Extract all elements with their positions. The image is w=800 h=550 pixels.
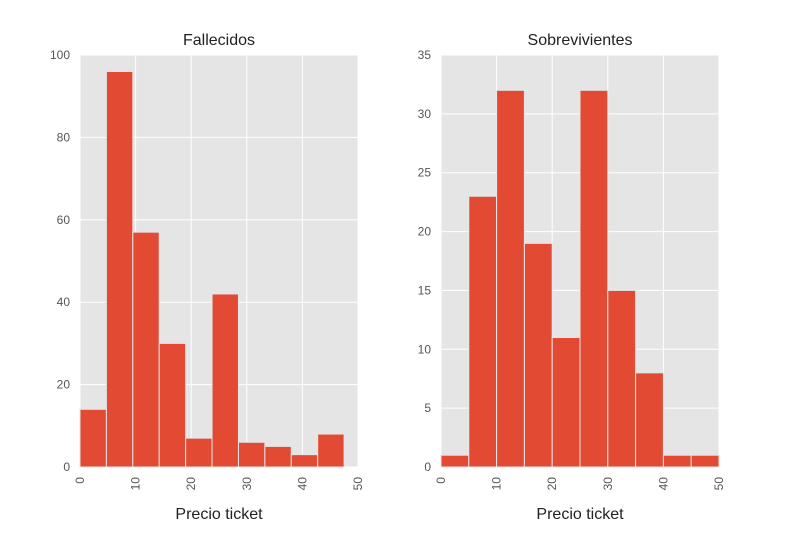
y-tick-label: 20	[57, 378, 71, 392]
histogram-bar	[579, 89, 609, 468]
histogram-bar	[185, 437, 213, 468]
y-tick-label: 25	[418, 166, 432, 180]
y-tick-label: 60	[57, 213, 71, 227]
x-tick-label: 40	[656, 477, 670, 491]
histogram-bar	[607, 289, 637, 468]
y-tick-label: 0	[424, 460, 431, 474]
histogram-bar	[468, 195, 498, 468]
x-tick-label: 30	[240, 477, 254, 491]
y-tick-label: 0	[63, 460, 70, 474]
y-tick-label: 40	[57, 295, 71, 309]
x-tick-label: 40	[295, 477, 309, 491]
histogram-bar	[132, 231, 160, 468]
y-tick-label: 5	[424, 401, 431, 415]
x-tick-label: 50	[351, 477, 365, 491]
histogram-bar	[523, 242, 553, 468]
x-tick-label: 0	[73, 477, 87, 484]
x-tick-label: 0	[434, 477, 448, 484]
x-tick-label: 10	[129, 477, 143, 491]
x-axis-label: Precio ticket	[536, 506, 624, 523]
histogram-bar	[290, 454, 319, 468]
y-tick-label: 100	[50, 48, 70, 62]
histogram-bar	[662, 454, 692, 468]
y-tick-label: 20	[418, 225, 432, 239]
x-tick-label: 10	[490, 477, 504, 491]
histogram-bar	[105, 70, 134, 468]
histogram-bar	[690, 454, 720, 468]
chart-title: Fallecidos	[183, 32, 255, 49]
chart-panel-2: 0 5 10 15 20 25 30 35 0 10 20 30 40 50 Sobrevivientes P…	[418, 32, 726, 523]
histogram-bar	[635, 372, 664, 468]
histogram-bar	[264, 445, 292, 468]
y-tick-label: 35	[418, 48, 432, 62]
histogram-bar	[496, 89, 525, 468]
histogram-bar	[79, 408, 107, 468]
histogram-bar	[317, 433, 345, 468]
histogram-bar	[440, 454, 470, 468]
y-tick-label: 80	[57, 130, 71, 144]
x-tick-label: 20	[184, 477, 198, 491]
y-tick-label: 30	[418, 107, 432, 121]
y-tick-label: 15	[418, 283, 432, 297]
x-tick-label: 50	[712, 477, 726, 491]
histogram-bar	[211, 293, 239, 468]
x-tick-label: 20	[545, 477, 559, 491]
chart-panel-1: 0 20 40 60 80 100 0 10 20 30 40 50 Fallecidos Precio …	[50, 32, 365, 523]
histogram-bar	[237, 441, 266, 468]
y-tick-label: 10	[418, 342, 432, 356]
histogram-bar	[551, 337, 581, 468]
histogram-bar	[158, 342, 187, 468]
x-axis-label: Precio ticket	[175, 506, 263, 523]
chart-title: Sobrevivientes	[528, 32, 633, 49]
x-tick-label: 30	[601, 477, 615, 491]
